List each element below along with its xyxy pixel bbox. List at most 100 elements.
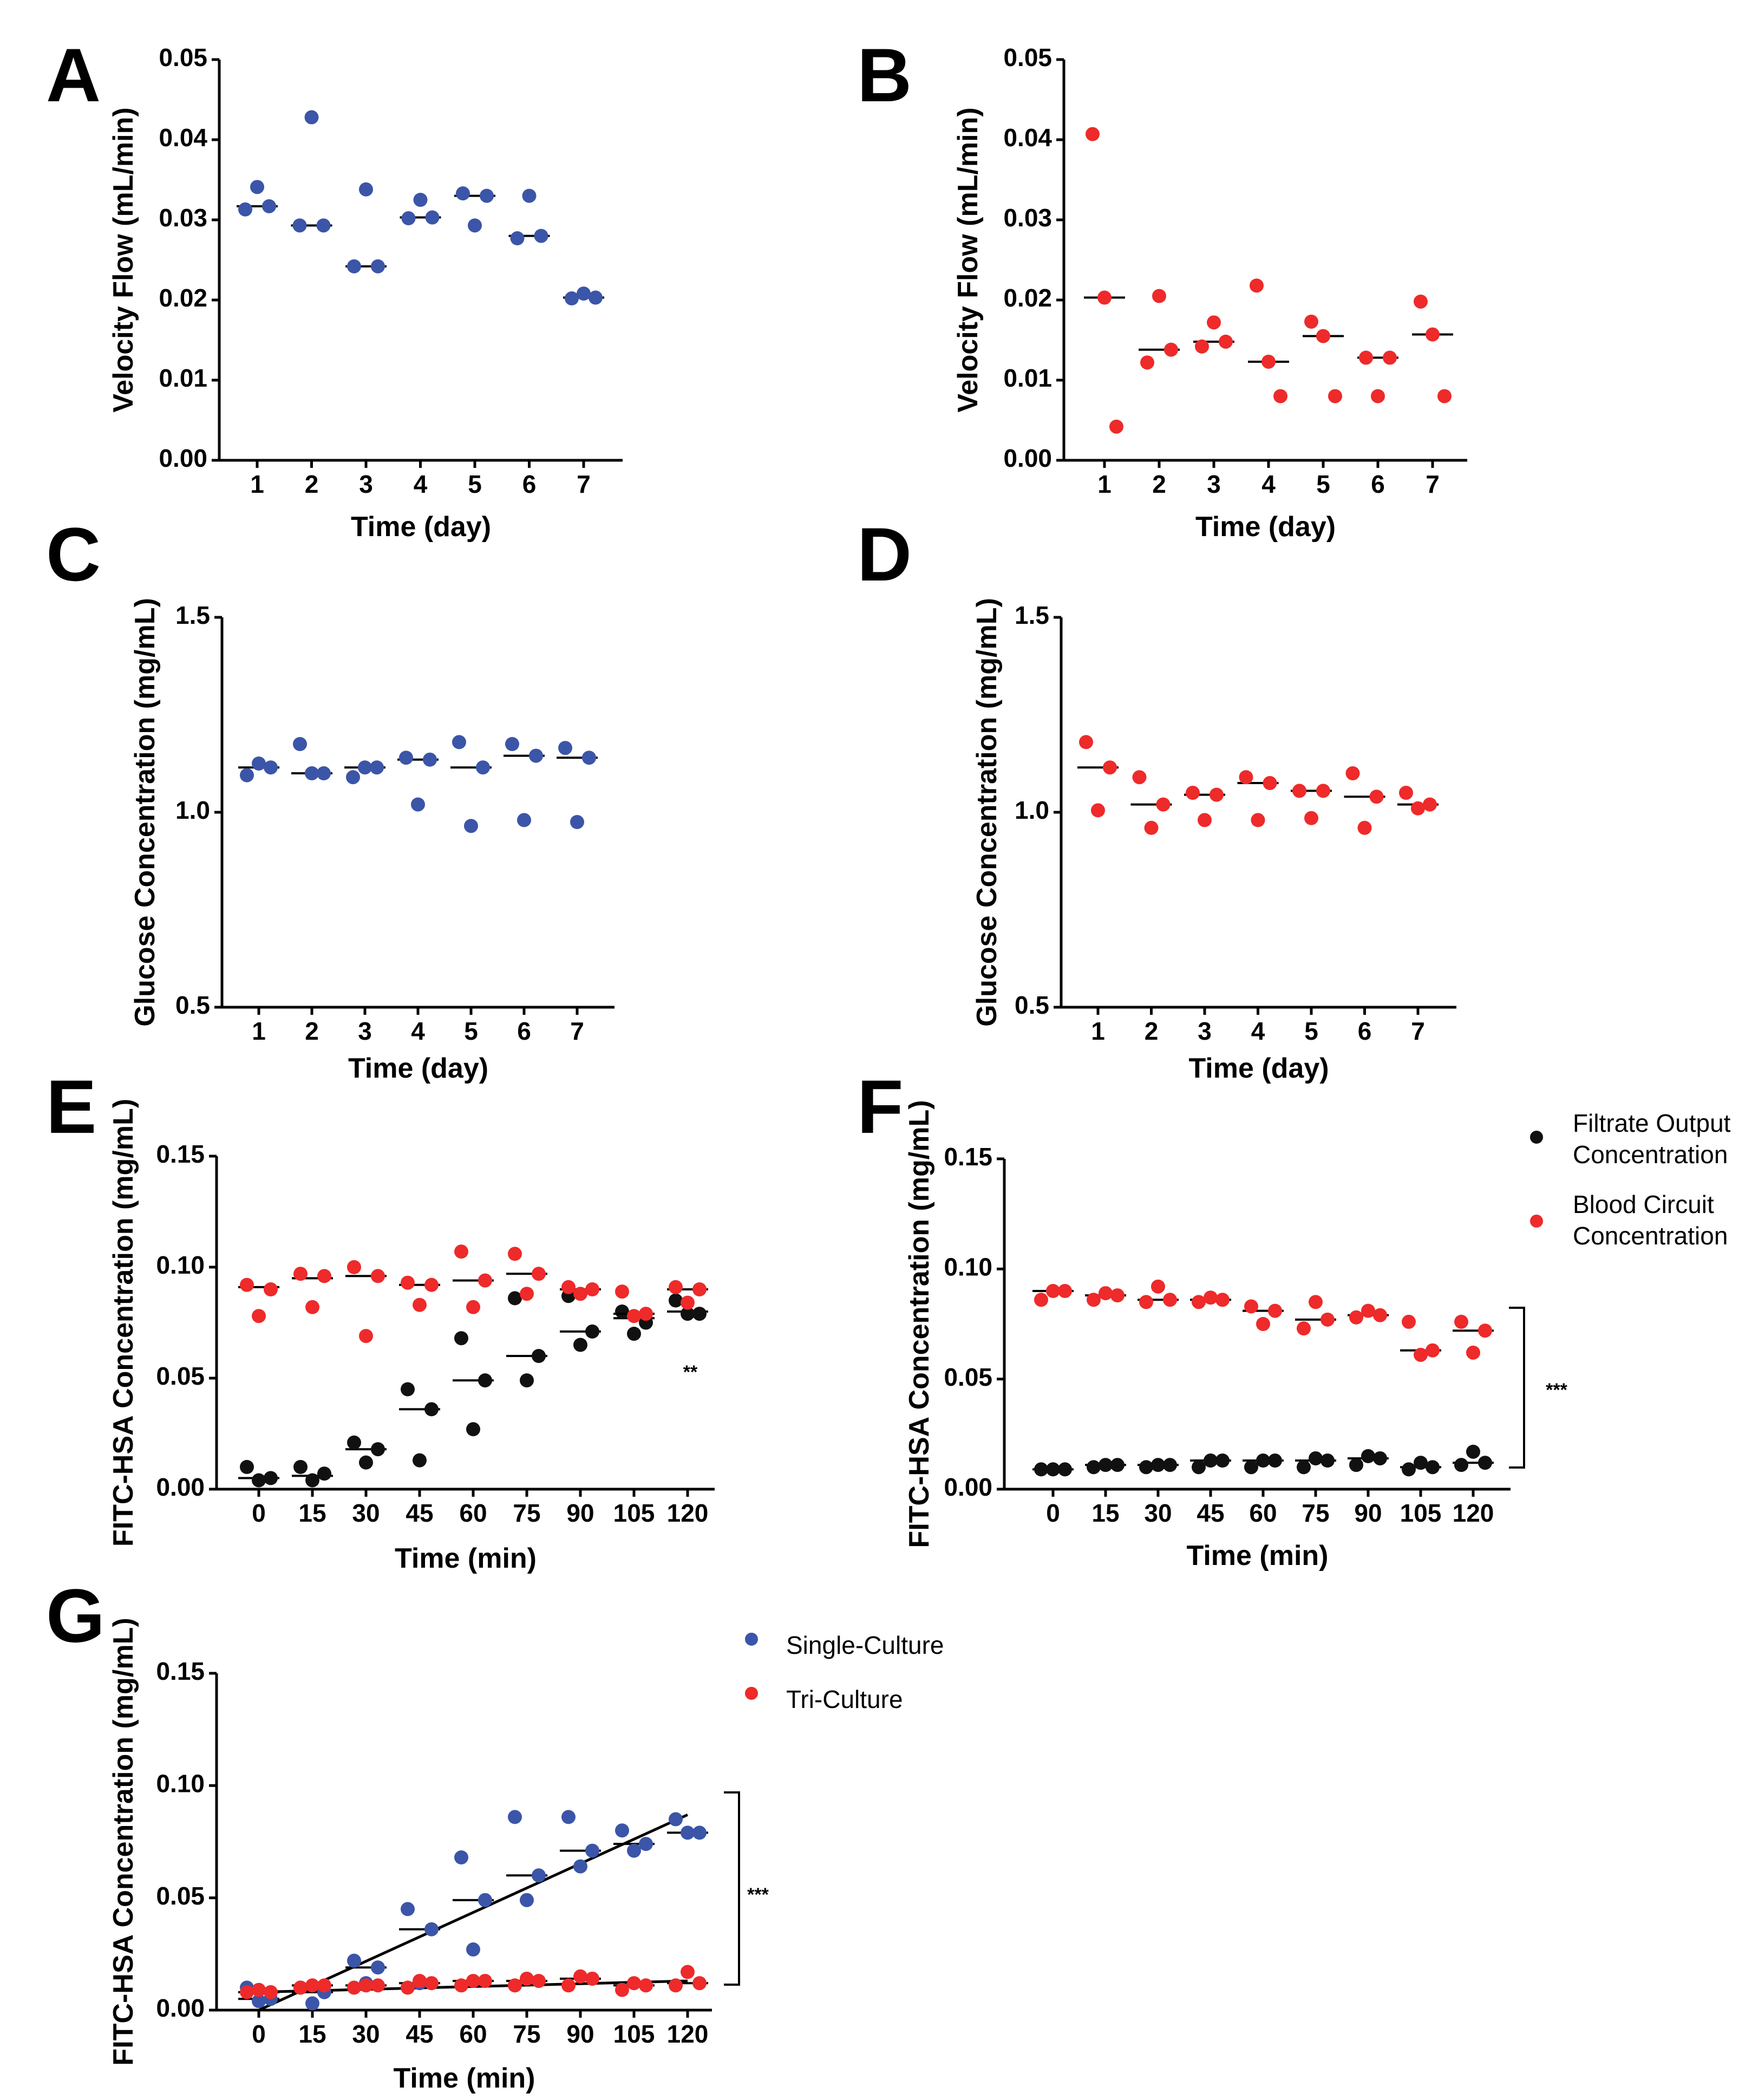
data-point <box>317 1466 331 1481</box>
data-point <box>347 1435 361 1450</box>
data-point <box>305 1473 319 1488</box>
y-tick-label: 0.00 <box>944 1473 992 1501</box>
x-tick-label: 6 <box>517 1017 531 1045</box>
data-point <box>401 211 416 226</box>
panel-label: E <box>46 1064 96 1149</box>
significance-bracket <box>724 1791 740 1986</box>
y-tick-label: 0.04 <box>159 123 207 152</box>
data-point <box>252 1982 266 1997</box>
data-point <box>508 1291 522 1306</box>
panel-label: G <box>46 1573 105 1658</box>
data-point <box>466 1300 480 1314</box>
data-point <box>585 1843 599 1858</box>
x-tick-label: 120 <box>1453 1499 1494 1527</box>
data-point <box>615 1982 629 1997</box>
data-point <box>401 1980 415 1995</box>
data-point <box>669 1280 683 1294</box>
data-point <box>293 1980 308 1995</box>
legend-label: Tri-Culture <box>786 1685 903 1713</box>
data-point <box>532 1974 546 1988</box>
y-tick-label: 0.10 <box>156 1251 205 1279</box>
data-point <box>1099 1458 1113 1472</box>
data-point <box>570 815 584 829</box>
panel-d: D 0.5 1.0 1.5 1 2 3 4 5 6 7 Time (day) Glucose Conce… <box>857 512 1456 1084</box>
y-tick-label: 0.03 <box>159 204 207 232</box>
x-tick-label: 15 <box>298 1499 326 1527</box>
x-tick-label: 5 <box>464 1017 478 1045</box>
data-point <box>1268 1303 1282 1318</box>
data-point <box>1297 1460 1311 1475</box>
data-point <box>1373 1451 1387 1466</box>
y-axis-label: FITC-HSA Concentration (mg/mL) <box>108 1618 139 2065</box>
data-point <box>1402 1462 1416 1477</box>
y-tick-label: 1.0 <box>175 796 210 824</box>
data-point <box>529 748 543 763</box>
y-tick-label: 0.00 <box>156 1473 205 1501</box>
data-point <box>413 193 428 207</box>
data-point <box>561 1280 576 1294</box>
data-point <box>573 1287 587 1301</box>
data-point <box>480 188 494 203</box>
panel-g: G 0.00 0.05 0.10 0.15 0 15 30 45 60 75 90 105 120 Time… <box>46 1573 944 2094</box>
data-point <box>1087 1293 1101 1307</box>
x-tick-label: 105 <box>613 1499 655 1527</box>
data-point <box>293 737 307 751</box>
x-tick-label: 45 <box>1197 1499 1224 1527</box>
x-tick-label: 6 <box>1358 1017 1372 1045</box>
data-point <box>478 1974 492 1988</box>
x-tick-label: 105 <box>613 2020 655 2048</box>
data-point <box>250 180 264 194</box>
legend-marker <box>1530 1215 1543 1228</box>
data-point <box>358 760 372 775</box>
panel-b: B 0.00 0.01 0.02 0.03 0.04 0.05 1 2 3 4 5 6 7 Time (da… <box>857 32 1467 543</box>
data-point <box>558 741 572 755</box>
data-point <box>399 751 413 765</box>
data-point <box>1139 1460 1153 1475</box>
data-point <box>1195 339 1209 354</box>
data-point <box>264 1985 278 1999</box>
data-point <box>1151 1279 1165 1294</box>
y-tick-label: 0.15 <box>156 1140 205 1168</box>
data-point <box>1268 1453 1282 1468</box>
data-point <box>476 760 490 775</box>
data-point <box>240 1985 254 1999</box>
x-tick-label: 2 <box>1145 1017 1159 1045</box>
data-point <box>1423 797 1437 812</box>
data-point <box>359 182 373 197</box>
data-point <box>371 1978 385 1993</box>
panel-c: C 0.5 1.0 1.5 1 2 3 4 5 6 7 Time (day) Glucose Conce… <box>46 512 614 1084</box>
data-point <box>305 1978 319 1993</box>
data-point <box>1349 1310 1363 1325</box>
significance-label: *** <box>1546 1380 1567 1400</box>
data-point <box>1466 1444 1480 1459</box>
data-point <box>1215 1453 1230 1468</box>
data-point <box>517 813 531 827</box>
y-tick-label: 1.0 <box>1015 796 1049 824</box>
data-point <box>371 1960 385 1975</box>
data-point <box>1079 735 1093 749</box>
data-point <box>240 768 254 782</box>
x-tick-label: 3 <box>1198 1017 1212 1045</box>
data-point <box>669 1978 683 1993</box>
data-point <box>585 1971 599 1986</box>
x-tick-label: 90 <box>566 1499 594 1527</box>
data-point <box>1309 1295 1323 1309</box>
data-point <box>1250 278 1264 293</box>
data-point <box>359 1329 373 1344</box>
x-tick-label: 30 <box>352 2020 380 2048</box>
data-point <box>1034 1462 1048 1477</box>
data-point <box>1359 350 1373 365</box>
data-point <box>577 286 591 301</box>
data-point <box>347 259 361 273</box>
data-point <box>292 218 307 233</box>
legend-marker <box>745 1633 758 1646</box>
data-point <box>681 1825 695 1840</box>
x-tick-label: 7 <box>570 1017 584 1045</box>
data-point <box>454 1850 468 1865</box>
data-point <box>627 1976 641 1991</box>
y-tick-label: 0.00 <box>1003 444 1052 472</box>
data-point <box>1304 811 1318 825</box>
data-point <box>466 1422 480 1437</box>
data-point <box>317 1269 331 1283</box>
x-tick-label: 3 <box>1207 470 1221 498</box>
